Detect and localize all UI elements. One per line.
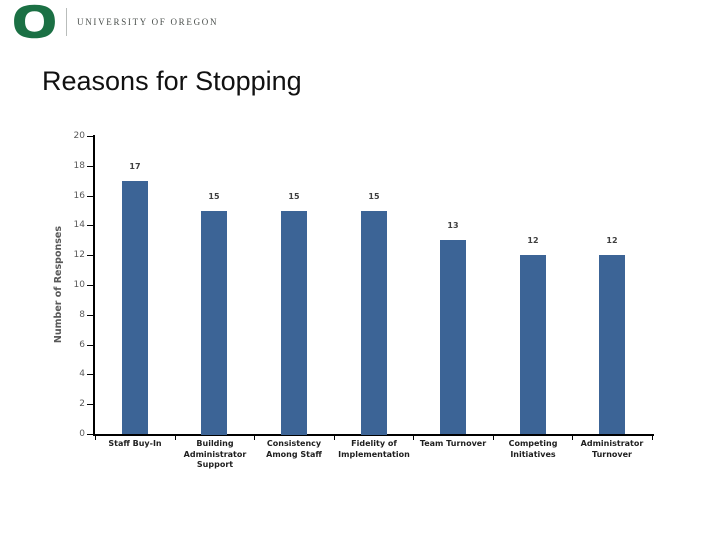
bar-value-label: 15 — [288, 192, 300, 201]
bar — [599, 255, 625, 434]
logo-divider — [66, 7, 67, 36]
x-axis-tick — [254, 436, 255, 440]
y-axis-tick-label: 2 — [79, 399, 85, 409]
x-axis-tick — [413, 436, 414, 440]
x-axis-tick — [493, 436, 494, 440]
y-axis-tick — [87, 345, 93, 346]
y-axis-tick-label: 10 — [73, 280, 85, 290]
y-axis-tick-label: 4 — [79, 369, 85, 379]
bar — [122, 181, 148, 434]
bar-value-label: 12 — [527, 236, 539, 245]
uo-o-logo-icon — [14, 4, 55, 39]
bar — [361, 211, 387, 435]
bar-value-label: 15 — [368, 192, 380, 201]
y-axis-tick-label: 18 — [73, 161, 85, 171]
bar — [201, 211, 227, 435]
bar — [440, 240, 466, 434]
x-axis-tick — [572, 436, 573, 440]
y-axis-tick — [87, 404, 93, 405]
category-label: Competing Initiatives — [508, 439, 558, 459]
y-axis-tick — [87, 196, 93, 197]
x-axis-tick — [95, 436, 96, 440]
category-label: Administrator Turnover — [580, 439, 644, 459]
category-label: Team Turnover — [419, 439, 487, 448]
y-axis-tick — [87, 374, 93, 375]
y-axis-tick — [87, 225, 93, 226]
category-label: Fidelity of Implementation — [338, 439, 410, 459]
y-axis-tick-label: 0 — [79, 429, 85, 439]
x-axis-tick — [175, 436, 176, 440]
bar-value-label: 15 — [208, 192, 220, 201]
y-axis-tick — [87, 136, 93, 137]
y-axis-line — [93, 135, 95, 436]
y-axis-tick — [87, 166, 93, 167]
slide-title: Reasons for Stopping — [42, 66, 302, 96]
bar — [281, 211, 307, 435]
bar-value-label: 17 — [129, 162, 141, 171]
y-axis-tick-label: 6 — [79, 340, 85, 350]
y-axis-tick-label: 16 — [73, 191, 85, 201]
y-axis-tick-label: 12 — [73, 250, 85, 260]
x-axis-tick — [334, 436, 335, 440]
category-label: Consistency Among Staff — [266, 439, 322, 459]
x-axis-line — [93, 434, 654, 436]
university-name: UNIVERSITY OF OREGON — [77, 16, 219, 27]
category-label: Staff Buy-In — [108, 439, 162, 448]
bar-value-label: 13 — [447, 221, 459, 230]
y-axis-tick-label: 14 — [73, 220, 85, 230]
y-axis-tick — [87, 315, 93, 316]
y-axis-tick — [87, 434, 93, 435]
x-axis-tick — [652, 436, 653, 440]
bar — [520, 255, 546, 434]
y-axis-tick-label: 20 — [73, 131, 85, 141]
category-label: Building Administrator Support — [183, 439, 247, 469]
y-axis-tick — [87, 285, 93, 286]
y-axis-tick-label: 8 — [79, 310, 85, 320]
university-logo: UNIVERSITY OF OREGON — [12, 4, 218, 39]
y-axis-tick — [87, 255, 93, 256]
bar-value-label: 12 — [606, 236, 618, 245]
